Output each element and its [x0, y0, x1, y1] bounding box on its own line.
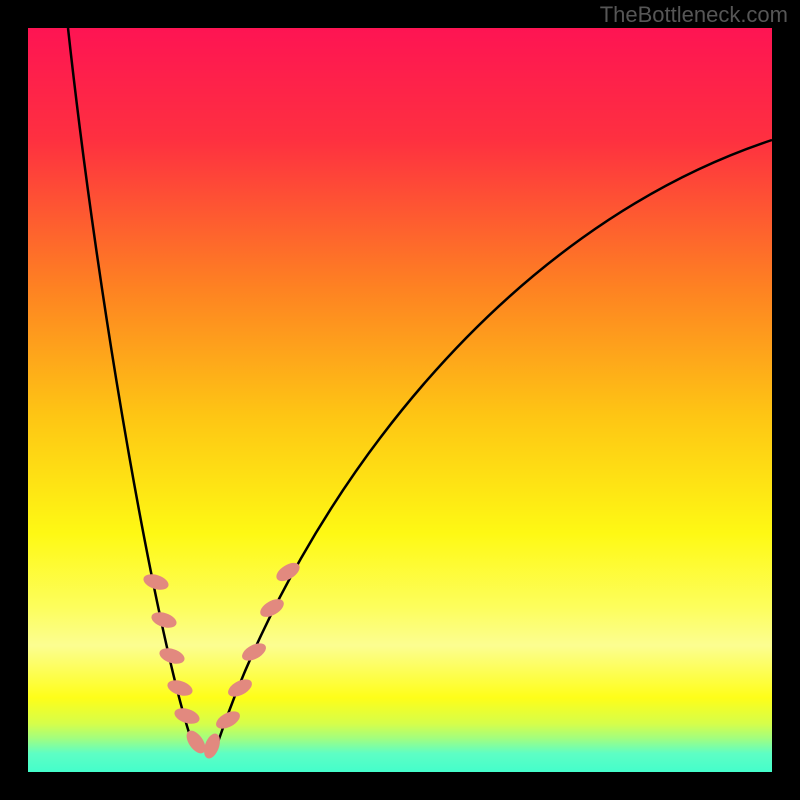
watermark-text: TheBottleneck.com — [600, 2, 788, 28]
chart-frame: TheBottleneck.com — [0, 0, 800, 800]
plot-area — [28, 28, 772, 772]
chart-svg — [0, 0, 800, 800]
